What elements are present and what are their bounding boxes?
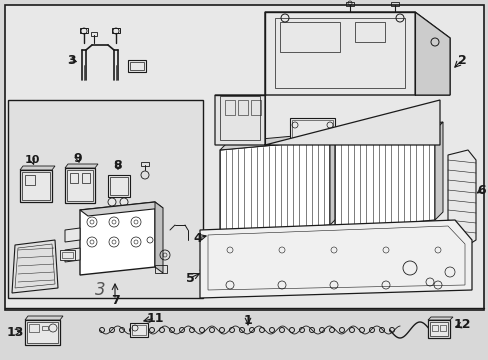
- Bar: [427, 320, 449, 338]
- Bar: [82, 173, 90, 183]
- Text: 13: 13: [6, 325, 23, 338]
- Text: 1: 1: [243, 314, 252, 327]
- Bar: [130, 323, 148, 337]
- Bar: [439, 325, 445, 331]
- Bar: [29, 324, 39, 332]
- Bar: [42, 326, 48, 330]
- Circle shape: [120, 198, 128, 206]
- Bar: [20, 170, 52, 202]
- Bar: [5, 5, 483, 310]
- Text: 7: 7: [110, 293, 119, 306]
- Bar: [62, 252, 73, 258]
- Bar: [65, 168, 95, 203]
- Bar: [25, 320, 60, 345]
- Polygon shape: [334, 130, 434, 230]
- Bar: [280, 22, 339, 52]
- Bar: [112, 28, 120, 33]
- Text: 5: 5: [185, 271, 194, 284]
- Bar: [108, 175, 130, 197]
- Polygon shape: [200, 262, 454, 282]
- Circle shape: [108, 198, 116, 206]
- Bar: [289, 118, 334, 140]
- Bar: [27, 322, 58, 343]
- Text: 11: 11: [146, 311, 163, 324]
- Bar: [346, 2, 353, 6]
- Bar: [132, 325, 146, 335]
- Polygon shape: [329, 132, 337, 225]
- Bar: [291, 120, 332, 138]
- Polygon shape: [220, 140, 329, 235]
- Bar: [354, 22, 384, 42]
- Text: 12: 12: [452, 319, 470, 332]
- Text: 6: 6: [477, 184, 486, 197]
- Text: 4: 4: [193, 231, 202, 244]
- Polygon shape: [25, 316, 63, 320]
- Bar: [60, 250, 75, 260]
- Text: 8: 8: [113, 158, 122, 171]
- Polygon shape: [414, 12, 449, 95]
- Polygon shape: [65, 228, 80, 242]
- Polygon shape: [204, 225, 459, 247]
- Polygon shape: [334, 122, 442, 140]
- Polygon shape: [434, 122, 442, 220]
- Bar: [128, 60, 146, 72]
- Bar: [274, 18, 404, 88]
- Bar: [70, 173, 78, 183]
- Text: 3: 3: [95, 281, 105, 299]
- Bar: [91, 32, 97, 36]
- Bar: [22, 172, 50, 200]
- Bar: [429, 322, 447, 336]
- Bar: [130, 62, 143, 70]
- Polygon shape: [80, 202, 163, 216]
- Text: 2: 2: [457, 54, 466, 67]
- Text: 9: 9: [74, 152, 82, 165]
- Polygon shape: [220, 132, 337, 150]
- Bar: [25, 175, 35, 185]
- Polygon shape: [215, 95, 439, 145]
- Bar: [80, 28, 88, 33]
- Bar: [141, 162, 149, 166]
- Bar: [67, 170, 93, 201]
- Bar: [8, 100, 203, 298]
- Bar: [431, 325, 437, 331]
- Polygon shape: [20, 166, 55, 170]
- Polygon shape: [200, 220, 471, 298]
- Bar: [224, 100, 235, 115]
- Bar: [390, 2, 398, 6]
- Polygon shape: [155, 202, 163, 273]
- Polygon shape: [65, 248, 80, 262]
- Polygon shape: [264, 12, 449, 95]
- Bar: [242, 248, 247, 253]
- Text: 10: 10: [24, 155, 40, 165]
- Bar: [110, 177, 128, 195]
- Polygon shape: [65, 164, 98, 168]
- Polygon shape: [80, 202, 155, 275]
- Bar: [155, 265, 167, 273]
- Bar: [250, 100, 261, 115]
- Bar: [238, 100, 247, 115]
- Text: 3: 3: [67, 54, 76, 67]
- Polygon shape: [427, 317, 452, 320]
- Polygon shape: [447, 150, 475, 245]
